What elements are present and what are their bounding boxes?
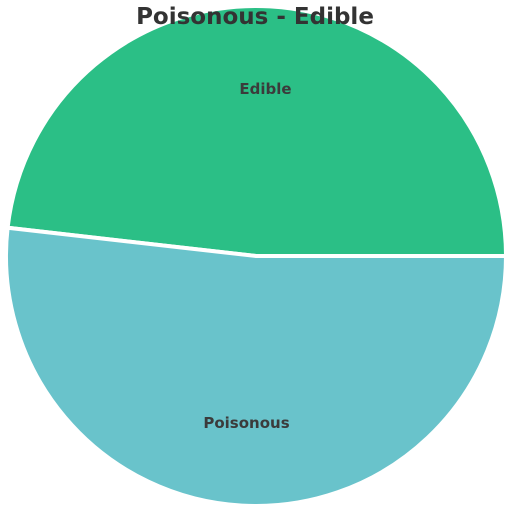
chart-title: Poisonous - Edible (136, 4, 374, 30)
pie-slice-label-edible: Edible (239, 80, 291, 98)
slices-layer (4, 4, 508, 509)
pie-slice-edible (5, 4, 508, 258)
pie-slice-poisonous (4, 225, 508, 509)
labels-layer: Edible Poisonous (203, 80, 291, 432)
pie-slice-label-poisonous: Poisonous (203, 414, 289, 432)
